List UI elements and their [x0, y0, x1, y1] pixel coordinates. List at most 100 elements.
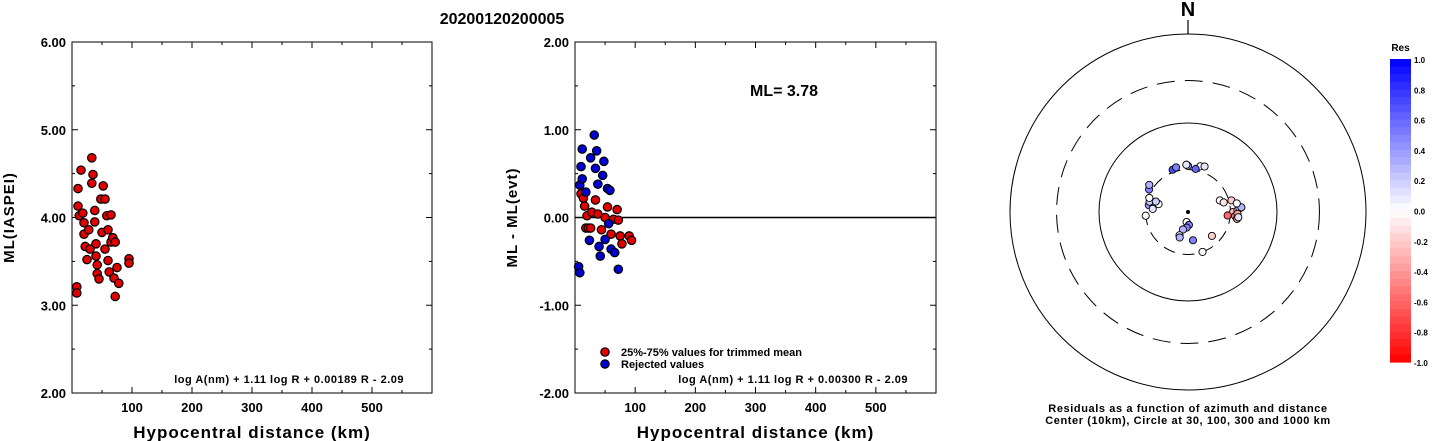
data-point	[82, 254, 92, 265]
colorbar-segment	[1390, 301, 1411, 310]
colorbar-tick-label: 0.2	[1414, 177, 1426, 186]
colorbar-segment	[1390, 127, 1411, 136]
colorbar-segment	[1390, 195, 1411, 204]
colorbar-tick-label: -0.2	[1414, 238, 1428, 247]
x-tick-label: 100	[624, 400, 646, 415]
data-point	[576, 161, 586, 172]
data-point	[590, 163, 601, 174]
station-residual-point	[1188, 236, 1198, 245]
x-tick-label: 400	[301, 400, 323, 415]
formula-text: log A(nm) + 1.11 log R + 0.00300 R - 2.0…	[678, 374, 908, 386]
colorbar-segment	[1390, 104, 1411, 113]
x-tick-label: 100	[121, 400, 143, 415]
north-label: N	[1181, 0, 1195, 21]
colorbar-segment	[1390, 346, 1411, 356]
station-residual-point	[1223, 211, 1232, 220]
data-point	[613, 264, 624, 275]
magnitude-vs-distance-plot: 100 200 300 400 500 2.00 3.00 4.00 5.00 6.00 Hypoc…	[1, 35, 433, 441]
colorbar-segment	[1390, 248, 1411, 257]
data-point	[613, 215, 624, 225]
colorbar-segment	[1390, 187, 1411, 196]
station-residual-point	[1198, 247, 1207, 256]
colorbar-segment	[1390, 339, 1411, 348]
data-point	[114, 278, 124, 289]
colorbar-segment	[1390, 316, 1411, 325]
colorbar-segment	[1390, 142, 1411, 151]
data-point	[73, 183, 83, 194]
colorbar-tick-label: -1.0	[1414, 359, 1428, 368]
x-axis-label: Hypocentral distance (km)	[637, 423, 875, 441]
data-point	[585, 153, 596, 163]
data-point	[94, 274, 104, 284]
polar-caption-line1: Residuals as a function of azimuth and d…	[1048, 403, 1327, 415]
y-tick-label: 3.00	[41, 298, 66, 313]
station-residual-point	[1232, 199, 1241, 208]
colorbar-segment	[1390, 202, 1411, 212]
data-point	[605, 185, 615, 196]
data-point	[103, 255, 113, 266]
x-tick-label: 300	[241, 400, 263, 415]
data-point	[596, 224, 607, 235]
colorbar-segment	[1390, 278, 1411, 287]
station-residual-point	[1191, 164, 1200, 173]
colorbar-title: Res	[1391, 43, 1410, 54]
x-tick-label: 400	[805, 400, 827, 415]
data-point	[91, 251, 101, 261]
data-point	[575, 267, 585, 278]
station-residual-point	[1234, 213, 1243, 222]
legend-marker	[600, 359, 610, 369]
data-point	[603, 218, 614, 229]
x-tick-label: 200	[181, 400, 203, 415]
colorbar-segment	[1390, 331, 1411, 340]
colorbar-segment	[1390, 74, 1411, 83]
data-point	[85, 244, 95, 254]
data-point	[577, 174, 588, 184]
station-residual-point	[1145, 193, 1154, 202]
colorbar-tick-label: 0.8	[1414, 86, 1426, 95]
epicenter-marker	[1186, 210, 1190, 214]
plot-frame	[71, 41, 433, 394]
polar-caption-line2: Center (10km), Circle at 30, 100, 300 an…	[1045, 415, 1331, 427]
colorbar-tick-label: 0.6	[1414, 117, 1426, 126]
colorbar-segment	[1390, 308, 1411, 318]
data-point	[92, 260, 102, 270]
data-point	[595, 251, 606, 261]
data-point	[90, 217, 100, 227]
data-point	[626, 235, 637, 246]
colorbar-segment	[1390, 225, 1411, 234]
data-point	[590, 195, 601, 205]
station-residual-point	[1151, 197, 1160, 206]
colorbar-segment	[1390, 157, 1411, 166]
colorbar-segment	[1390, 119, 1411, 128]
data-point	[577, 144, 588, 154]
data-point	[100, 194, 110, 204]
colorbar-segment	[1390, 286, 1411, 295]
colorbar-segment	[1390, 240, 1411, 249]
y-axis-label: ML(IASPEI)	[1, 172, 18, 263]
data-point	[87, 178, 97, 189]
station-residual-point	[1145, 180, 1154, 189]
residual-colorbar: Res 1.0 0.8 0.6 0.4 0.2 0.0 -0.2 -0.4 -0.6 -0.8 -1.…	[1390, 43, 1428, 368]
y-tick-label: 1.00	[544, 123, 569, 138]
data-point	[585, 223, 596, 233]
data-point	[110, 291, 120, 302]
colorbar-tick-label: -0.8	[1414, 329, 1428, 338]
station-residual-point	[1219, 198, 1228, 207]
data-point	[76, 165, 86, 175]
colorbar-segment	[1390, 172, 1411, 181]
colorbar-segment	[1390, 233, 1411, 242]
y-tick-label: 5.00	[41, 123, 66, 138]
colorbar-segment	[1390, 218, 1411, 227]
colorbar-segment	[1390, 96, 1411, 106]
data-point	[88, 169, 98, 180]
colorbar-segment	[1390, 134, 1411, 143]
data-point	[606, 229, 616, 239]
data-point	[579, 201, 590, 211]
data-point	[584, 235, 595, 246]
station-residual-point	[1178, 225, 1188, 234]
y-tick-label: -2.00	[539, 386, 569, 401]
station-residual-point	[1141, 211, 1150, 220]
data-point	[106, 210, 116, 220]
data-point	[100, 244, 110, 254]
data-point	[594, 241, 604, 252]
